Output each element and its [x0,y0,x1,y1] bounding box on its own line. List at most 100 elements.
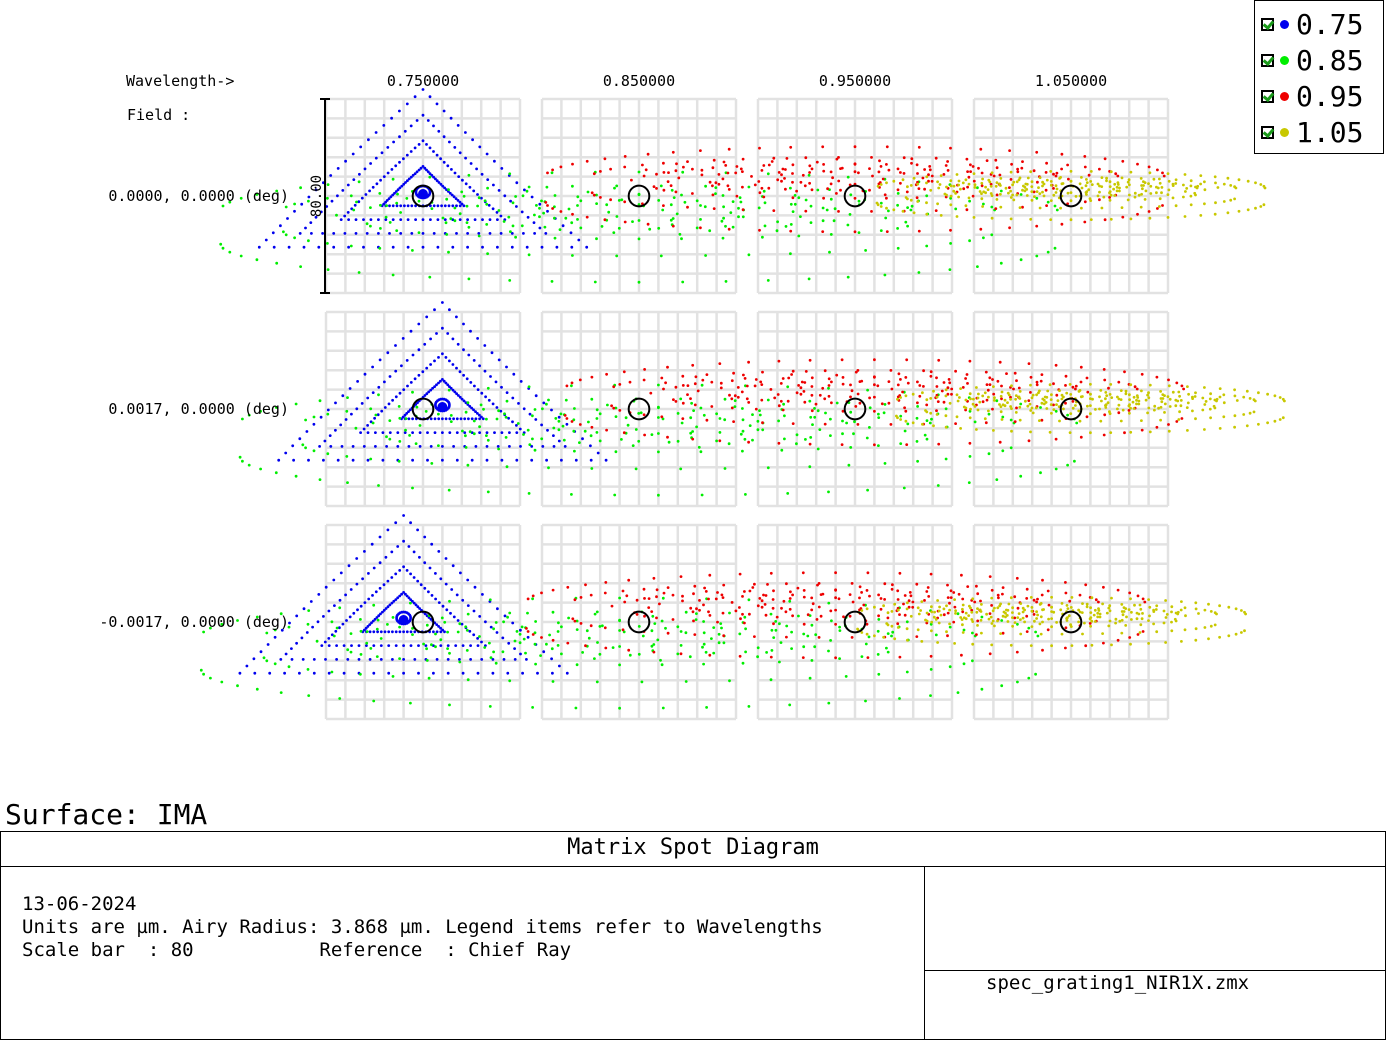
spot-point [754,407,758,411]
spot-point [971,194,975,198]
legend-item[interactable]: 1.05 [1261,115,1363,149]
spot-point [355,200,358,204]
spot-point [722,216,725,220]
spot-point [1105,176,1108,180]
spot-point [540,423,543,427]
spot-point [441,458,444,462]
spot-point [693,382,697,386]
spot-point [488,641,491,645]
spot-point [614,450,618,454]
spot-point [1148,383,1152,387]
spot-point [1143,600,1147,604]
checkbox-icon[interactable] [1261,125,1274,139]
spot-point [890,610,894,613]
spot-point [386,146,390,149]
checkbox-icon[interactable] [1261,89,1274,103]
spot-point [716,620,719,624]
spot-point [718,417,722,420]
spot-point [531,414,534,418]
spot-point [257,245,261,249]
spot-point [1100,176,1104,180]
spot-point [374,156,378,160]
spot-point [1010,429,1013,433]
spot-point [765,651,768,654]
spot-point [946,583,949,587]
spot-point [738,196,742,200]
spot-point [967,614,971,617]
spot-point [238,671,242,675]
spot-point [575,628,579,631]
spot-point [429,417,433,421]
spot-point [993,606,996,610]
spot-point [476,644,480,647]
spot-point [398,160,401,164]
spot-point [318,399,322,403]
spot-point [1160,400,1164,404]
legend-item[interactable]: 0.95 [1261,79,1363,113]
spot-point [732,371,735,375]
spot-point [450,193,454,197]
spot-point [978,400,982,404]
spot-point [1085,605,1089,609]
spot-point [417,644,420,647]
spot-point [995,193,999,197]
spot-point [1103,378,1107,382]
spot-point [405,197,409,200]
legend-item[interactable]: 0.85 [1261,43,1363,77]
spot-point [885,646,888,650]
spot-point [388,221,392,224]
spot-point [505,365,508,369]
spot-point [940,389,944,393]
spot-point [488,598,492,602]
spot-point [464,401,468,405]
checkbox-icon[interactable] [1261,53,1274,67]
spot-point [338,626,341,630]
spot-point [394,572,398,576]
spot-point [327,609,331,613]
spot-point [1060,393,1064,397]
spot-point [643,597,646,600]
spot-point [849,446,853,449]
spot-point [531,437,534,441]
spot-point [741,595,744,598]
spot-point [1098,184,1101,188]
spot-point [767,163,771,167]
spot-point [980,631,983,635]
spot-point [1010,384,1013,388]
spot-point [906,206,909,210]
spot-point [1035,150,1039,154]
spot-point [593,612,597,616]
spot-point [412,601,416,605]
spot-point [975,386,978,389]
airy-circle [1059,397,1083,421]
spot-point [359,629,363,633]
spot-point [754,378,758,381]
spot-point [1175,420,1179,423]
spot-point [964,204,968,208]
checkbox-icon[interactable] [1261,17,1274,31]
spot-point [1171,390,1175,394]
spot-point [830,380,833,384]
spot-point [495,417,499,421]
spot-point [711,184,714,188]
spot-point [1058,389,1061,392]
spot-point [808,181,811,185]
spot-point [650,610,654,613]
grid-cell [972,97,1170,295]
spot-point [483,344,487,347]
spot-point [485,202,489,206]
spot-point [756,419,760,423]
spot-point [1009,178,1013,181]
spot-point [348,387,352,390]
spot-point [429,445,433,448]
spot-point [707,610,710,614]
spot-point [990,194,994,198]
spot-point [971,402,975,406]
spot-point [741,208,745,212]
spot-point [1148,171,1152,175]
spot-point [742,373,745,377]
spot-point [1147,598,1150,601]
spot-point [455,458,459,462]
spot-point [432,150,435,153]
legend-item[interactable]: 0.75 [1261,7,1363,41]
